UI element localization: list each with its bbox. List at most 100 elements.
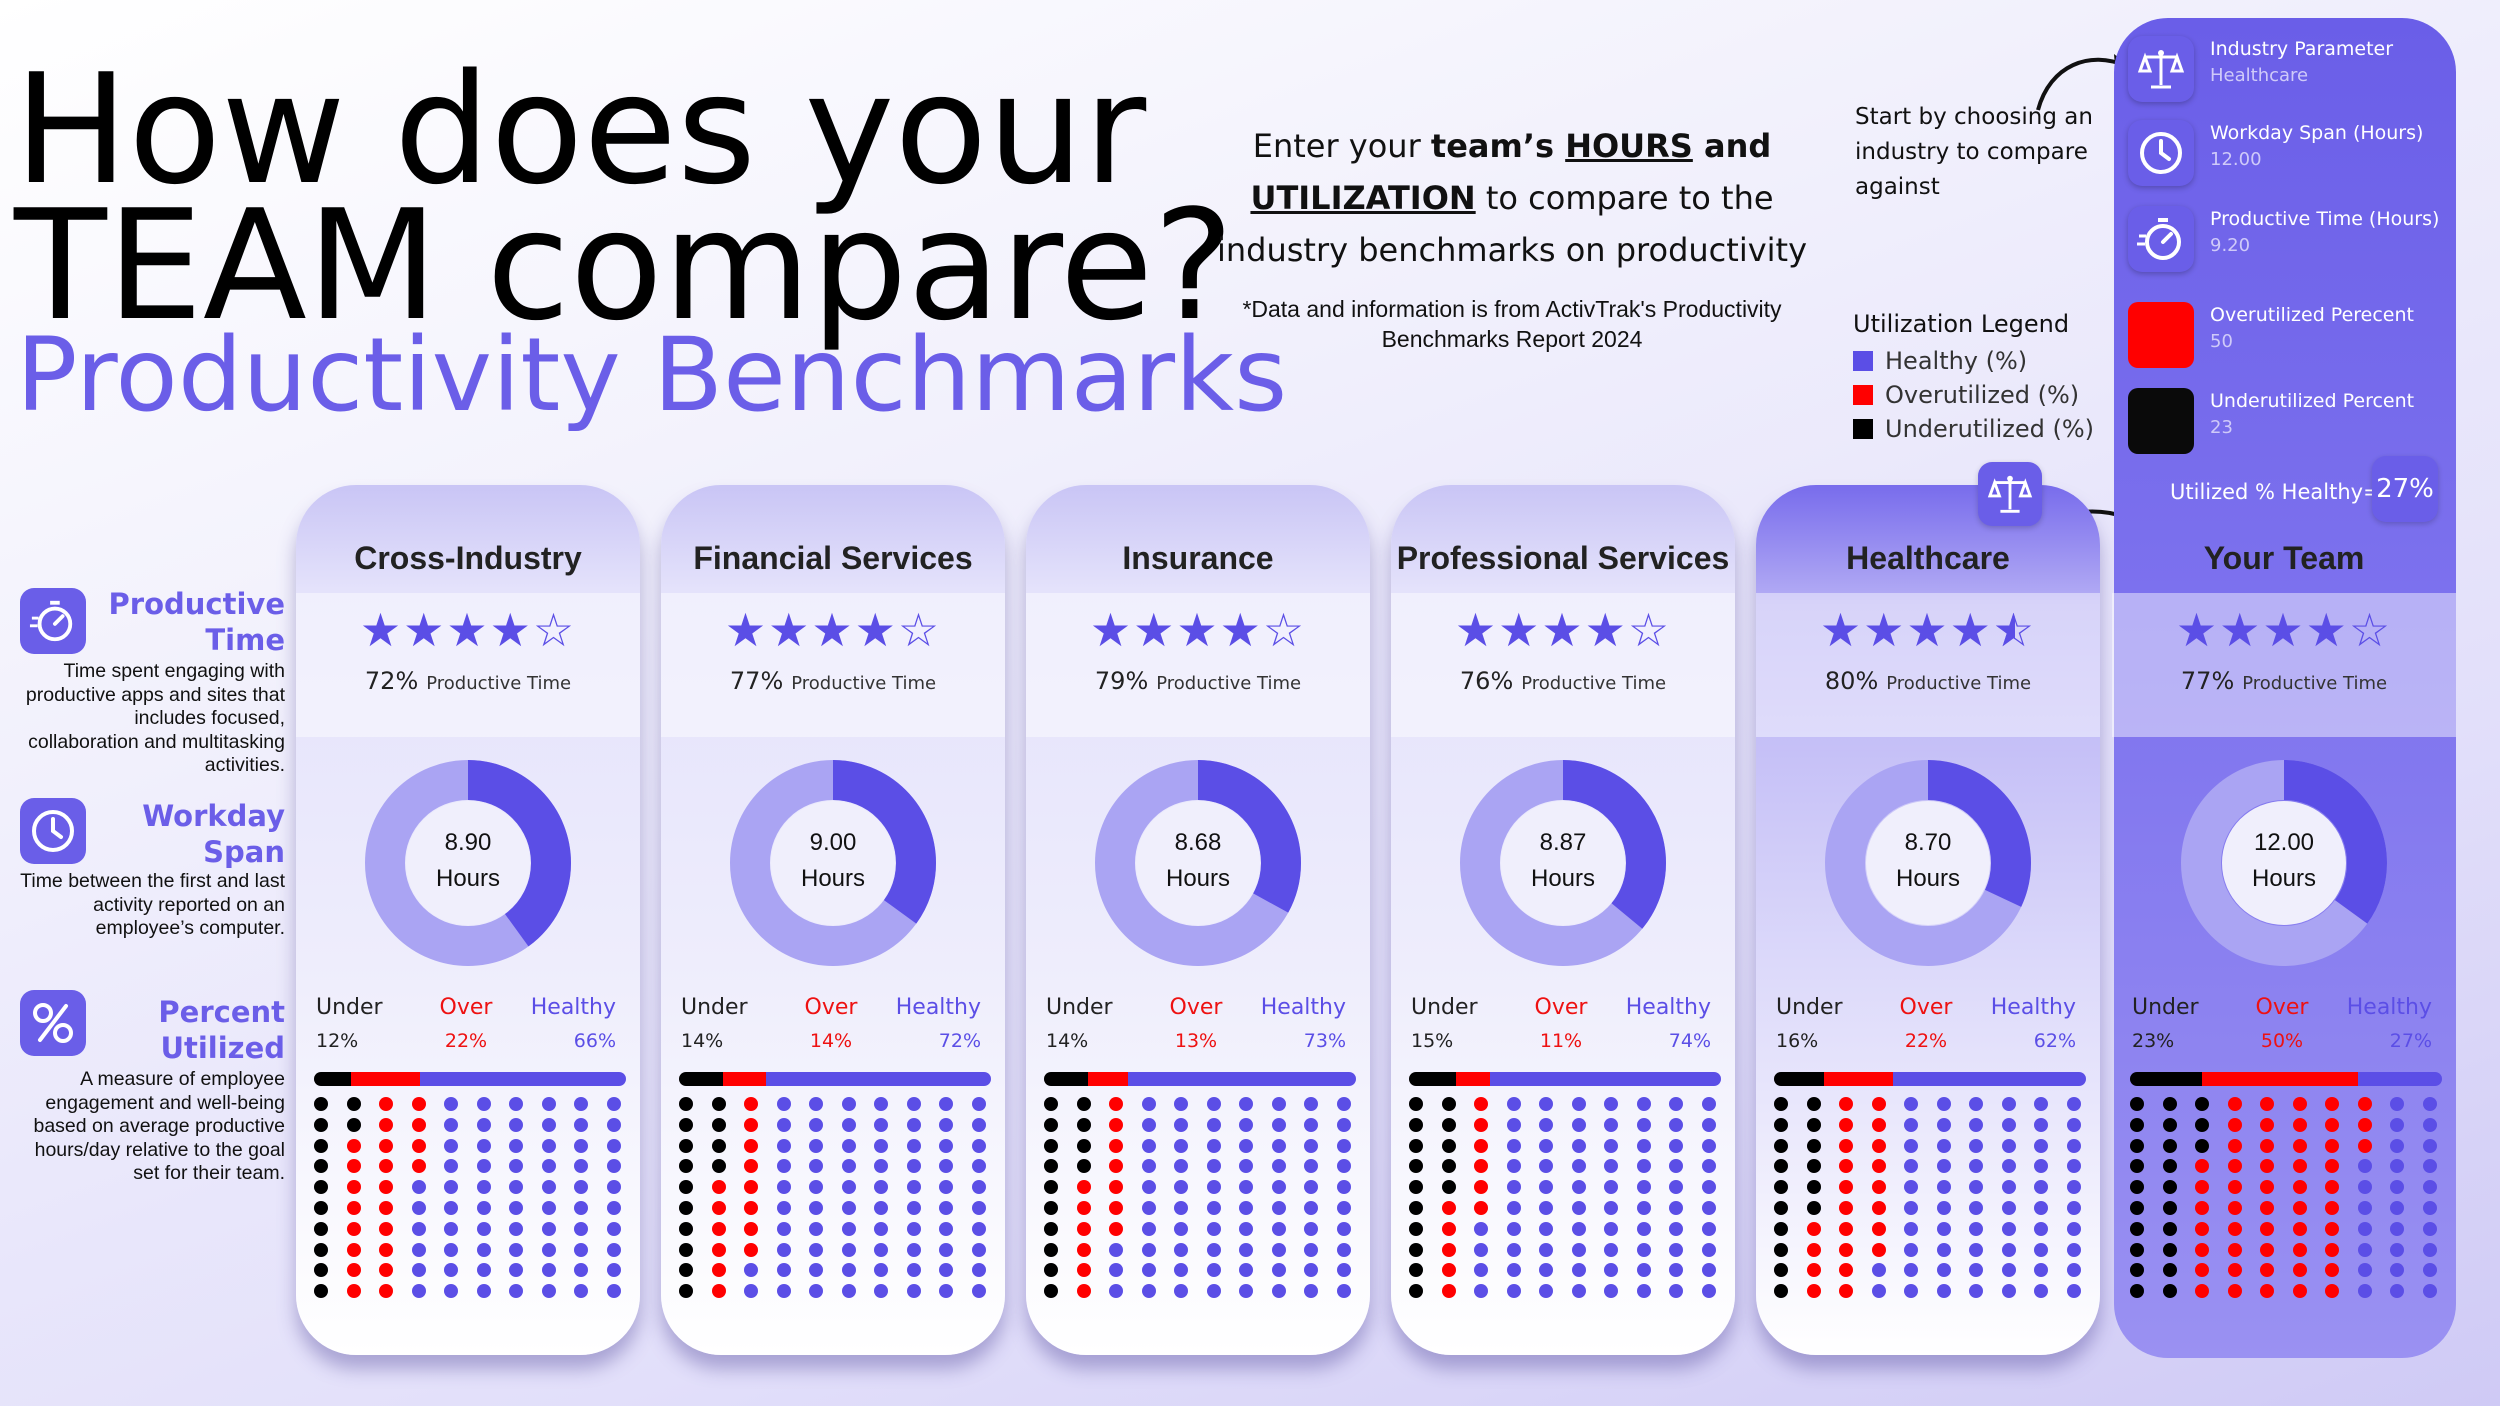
industry-parameter[interactable]: Industry Parameter Healthcare: [2128, 36, 2448, 108]
healthy-dot: [2422, 1263, 2437, 1278]
param-value[interactable]: Healthcare: [2210, 65, 2309, 86]
over-dot: [2325, 1117, 2339, 1132]
over-dot: [2227, 1242, 2242, 1257]
healthy-dot: [776, 1097, 791, 1111]
over-dot: [2227, 1263, 2242, 1278]
healthy-dot: [874, 1138, 888, 1153]
healthy-dot: [1304, 1284, 1318, 1299]
param-value[interactable]: 23: [2210, 417, 2233, 438]
donut-arc: [1460, 760, 1666, 966]
under-dot: [1409, 1180, 1423, 1195]
healthy-dot: [1936, 1138, 1951, 1153]
healthy-dot: [1701, 1159, 1716, 1174]
param-value[interactable]: 12.00: [2210, 149, 2262, 170]
under-dot: [2130, 1263, 2144, 1278]
hours-unit: Hours: [1165, 865, 1231, 892]
under-dot: [1044, 1201, 1058, 1215]
stars-band: [296, 593, 640, 737]
stars-band: [2112, 593, 2456, 737]
donut-label: 9.00 Hours: [661, 825, 1005, 897]
healthy-dot: [2001, 1242, 2016, 1257]
healthy-dot: [841, 1201, 856, 1215]
healthy-dot: [1141, 1138, 1156, 1153]
column-financial-services[interactable]: Financial Services ★★★★☆ 77% Productive Tim…: [661, 485, 1005, 1355]
healthy-dot: [1271, 1201, 1286, 1215]
productive-time-parameter[interactable]: Productive Time (Hours) 9.20: [2128, 206, 2448, 278]
healthy-dot: [1336, 1180, 1351, 1195]
healthy-dot: [2422, 1117, 2437, 1132]
healthy-dot: [541, 1263, 556, 1278]
param-value[interactable]: 50: [2210, 331, 2233, 352]
healthy-dot: [444, 1159, 458, 1174]
utilization-legend: Utilization Legend Healthy (%) Overutili…: [1853, 310, 2094, 446]
healthy-dot: [476, 1263, 491, 1278]
healthy-dot: [1506, 1117, 1521, 1132]
column-professional-services[interactable]: Professional Services ★★★★☆ 76% Productive …: [1391, 485, 1735, 1355]
workday-span-parameter[interactable]: Workday Span (Hours) 12.00: [2128, 120, 2448, 192]
healthy-dot: [1271, 1180, 1286, 1195]
healthy-dot: [2034, 1242, 2048, 1257]
healthy-dot: [1239, 1201, 1253, 1215]
healthy-dot: [1669, 1117, 1683, 1132]
under-dot: [1076, 1097, 1091, 1111]
over-segment: [1087, 1072, 1129, 1086]
under-dot: [679, 1117, 693, 1132]
healthy-dot: [1271, 1159, 1286, 1174]
healthy-dot: [2422, 1201, 2437, 1215]
healthy-label: Healthy: [1625, 995, 1711, 1020]
column-title: Healthcare: [1846, 540, 2010, 576]
healthy-dot: [776, 1138, 791, 1153]
column-cross-industry[interactable]: Cross-Industry ★★★★☆ 72% Productive Time 8.9…: [296, 485, 640, 1355]
under-value: 12%: [316, 1030, 359, 1052]
healthy-dot: [971, 1117, 986, 1132]
star-rating: ★★★★☆: [1026, 603, 1370, 657]
over-segment: [1455, 1072, 1491, 1086]
healthy-value: 66%: [573, 1030, 616, 1052]
column-insurance[interactable]: Insurance ★★★★☆ 79% Productive Time 8.68 Hour…: [1026, 485, 1370, 1355]
underutilized-parameter[interactable]: Underutilized Percent 23: [2128, 388, 2448, 460]
percent-utilized-desc: A measure of employee engagement and wel…: [33, 1068, 285, 1184]
healthy-dot: [476, 1180, 491, 1195]
healthy-dot: [1141, 1242, 1156, 1257]
healthy-label: Healthy: [1260, 995, 1346, 1020]
over-dot: [744, 1117, 758, 1132]
donut-center: [406, 801, 530, 925]
healthy-segment: [420, 1072, 626, 1086]
workday-span-desc: Time between the first and last activity…: [20, 870, 285, 939]
under-dot: [1409, 1159, 1423, 1174]
star-full-icon: ★: [1176, 603, 1220, 657]
over-dot: [346, 1138, 361, 1153]
healthy-dot: [574, 1159, 588, 1174]
overutilized-parameter[interactable]: Overutilized Perecent 50: [2128, 302, 2448, 374]
over-dot: [2292, 1180, 2307, 1195]
over-dot: [744, 1097, 758, 1111]
under-label: Under: [2132, 995, 2199, 1020]
star-full-icon: ★: [1863, 603, 1907, 657]
param-value[interactable]: 9.20: [2210, 235, 2251, 256]
healthy-dot: [606, 1201, 621, 1215]
over-dot: [1871, 1221, 1886, 1236]
healthy-dot: [1239, 1117, 1253, 1132]
over-segment: [2201, 1072, 2358, 1086]
healthy-dot: [1141, 1180, 1156, 1195]
healthy-dot: [1669, 1263, 1683, 1278]
scale-icon[interactable]: [1978, 462, 2042, 526]
healthy-dot: [541, 1201, 556, 1215]
under-dot: [1774, 1180, 1788, 1195]
productive-time: 77% Productive Time: [2112, 667, 2456, 695]
healthy-dot: [1969, 1159, 1983, 1174]
under-dot: [1409, 1138, 1423, 1153]
column-healthcare[interactable]: Healthcare★★★★★☆80%Productive Time8.70Ho…: [1756, 485, 2100, 1355]
star-full-icon: ★: [1819, 603, 1864, 657]
healthy-dot: [1571, 1263, 1586, 1278]
healthy-dot: [971, 1097, 986, 1111]
under-dot: [2130, 1242, 2144, 1257]
healthy-dot: [509, 1180, 523, 1195]
over-dot: [1076, 1263, 1091, 1278]
over-value: 22%: [444, 1030, 488, 1052]
healthy-dot: [606, 1180, 621, 1195]
healthy-dot: [2001, 1201, 2016, 1215]
under-dot: [1409, 1221, 1423, 1236]
healthy-segment: [1892, 1072, 2086, 1086]
utilization-headers: Under Over Healthy: [1046, 995, 1346, 1020]
